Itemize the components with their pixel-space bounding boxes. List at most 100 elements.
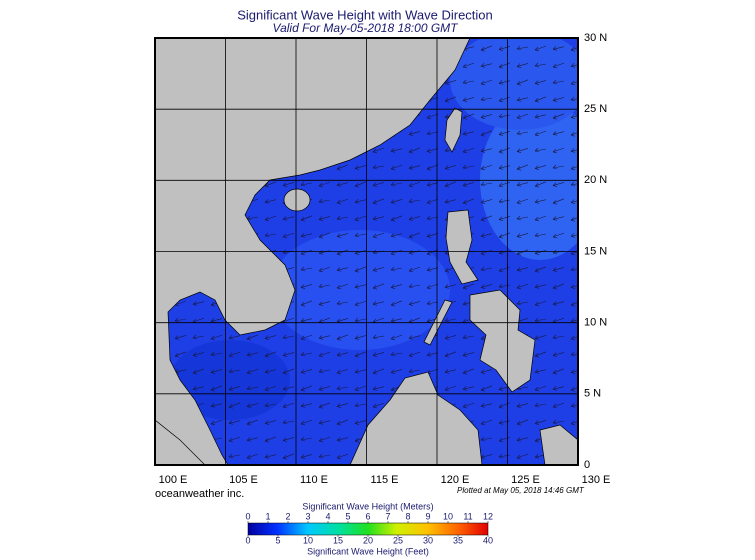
arrow — [534, 300, 547, 307]
arrow — [570, 80, 578, 86]
arrow — [210, 385, 223, 392]
arrow — [426, 300, 439, 306]
arrow — [570, 369, 578, 374]
arrow — [462, 368, 475, 375]
arrow — [174, 351, 187, 358]
lat-label: 0 — [584, 459, 590, 471]
arrow — [480, 199, 493, 204]
arrow — [570, 199, 578, 204]
lon-label: 105 E — [229, 474, 258, 486]
arrow — [552, 216, 565, 221]
arrow — [570, 114, 578, 119]
arrow — [480, 369, 493, 374]
arrow — [516, 267, 529, 272]
arrow — [552, 147, 565, 154]
arrow — [534, 80, 547, 85]
arrow — [318, 266, 331, 273]
plotted-time: Plotted at May 05, 2018 14:46 GMT — [457, 486, 585, 495]
arrow — [444, 199, 457, 204]
arrow — [372, 182, 385, 187]
arrow — [426, 198, 439, 205]
arrow — [480, 96, 493, 102]
arrow — [498, 453, 511, 459]
arrow — [498, 131, 511, 136]
arrow — [318, 301, 331, 306]
arrow — [552, 386, 565, 391]
meters-tick-label: 1 — [265, 511, 270, 521]
arrow — [516, 63, 529, 68]
arrow — [282, 402, 295, 409]
arrow — [570, 63, 578, 68]
arrow — [570, 233, 578, 238]
arrow — [318, 351, 331, 358]
arrow — [480, 130, 493, 137]
arrow — [480, 164, 493, 171]
arrow — [264, 420, 277, 425]
arrow — [426, 352, 439, 357]
arrow — [552, 62, 565, 69]
arrow — [462, 198, 475, 205]
arrow — [534, 199, 547, 204]
arrow — [210, 403, 223, 408]
arrow — [516, 97, 529, 102]
arrow — [480, 403, 493, 408]
arrow — [462, 164, 475, 170]
arrow — [336, 164, 349, 171]
arrow — [192, 301, 205, 306]
arrow — [498, 147, 511, 154]
arrow — [498, 96, 511, 103]
arrow — [264, 402, 277, 408]
arrow — [534, 96, 547, 103]
arrow — [462, 147, 475, 154]
arrow — [534, 114, 547, 119]
land-taiwan — [444, 107, 463, 153]
arrow — [426, 233, 439, 238]
arrow — [210, 318, 223, 323]
arrow — [498, 266, 511, 273]
arrow — [354, 420, 367, 425]
arrow — [480, 63, 493, 68]
lat-label: 20 N — [584, 174, 607, 186]
arrow — [372, 352, 385, 357]
land-mainland — [155, 38, 471, 465]
arrow — [372, 386, 385, 391]
arrow — [552, 46, 565, 51]
arrow — [552, 113, 565, 120]
arrow — [264, 335, 277, 340]
arrow — [264, 215, 277, 222]
arrow — [246, 385, 259, 391]
arrow — [390, 284, 403, 289]
land-luzon — [445, 209, 479, 285]
meters-tick-label: 8 — [405, 511, 410, 521]
arrow — [372, 267, 385, 272]
arrow — [390, 215, 403, 222]
arrow — [552, 79, 565, 85]
arrow — [534, 232, 547, 238]
arrow — [336, 352, 349, 357]
arrow — [300, 284, 313, 289]
arrow — [516, 148, 529, 153]
arrow — [354, 215, 367, 222]
arrow — [174, 335, 187, 340]
arrow — [282, 182, 295, 187]
arrow — [354, 317, 367, 323]
arrow — [390, 334, 403, 341]
arrow — [480, 181, 493, 187]
lon-label: 130 E — [582, 474, 611, 486]
arrow — [336, 385, 349, 391]
arrow — [354, 284, 367, 289]
colorbar-title-feet: Significant Wave Height (Feet) — [307, 546, 429, 556]
arrow — [570, 351, 578, 357]
arrow — [444, 335, 457, 340]
arrow — [264, 199, 277, 204]
arrow — [480, 114, 493, 119]
arrow — [570, 335, 578, 341]
arrow — [300, 454, 313, 459]
arrow — [480, 215, 493, 222]
arrow — [264, 351, 277, 358]
arrow — [426, 215, 439, 221]
arrow — [462, 402, 475, 409]
land-sumatra — [155, 419, 206, 465]
arrow — [570, 131, 578, 137]
